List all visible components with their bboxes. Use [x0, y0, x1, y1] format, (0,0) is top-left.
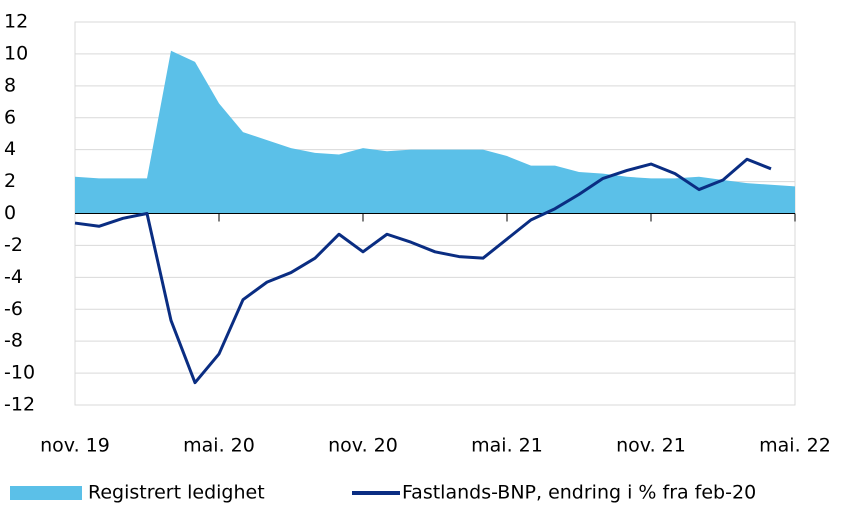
x-tick-label: nov. 21: [616, 435, 686, 457]
y-tick-label: -10: [4, 362, 35, 384]
y-tick-label: 4: [4, 138, 16, 160]
x-tick-label: nov. 20: [328, 435, 398, 457]
y-tick-label: 10: [4, 42, 28, 64]
x-tick-label: nov. 19: [40, 435, 110, 457]
y-tick-label: 12: [4, 11, 28, 33]
y-tick-label: 6: [4, 106, 16, 128]
y-tick-label: -4: [4, 266, 23, 288]
legend-swatch: [10, 486, 82, 500]
y-tick-label: 0: [4, 202, 16, 224]
x-tick-label: mai. 20: [183, 435, 255, 457]
line: [74, 157, 772, 385]
legend-label: Registrert ledighet: [88, 482, 265, 504]
area: [75, 50, 795, 214]
y-tick-label: -2: [4, 234, 23, 256]
x-tick-label: mai. 21: [471, 435, 543, 457]
y-tick-label: -12: [4, 394, 35, 416]
y-tick-label: -8: [4, 330, 23, 352]
y-tick-label: 2: [4, 170, 16, 192]
x-tick-label: mai. 22: [759, 435, 831, 457]
y-tick-label: -6: [4, 298, 23, 320]
y-tick-label: 8: [4, 74, 16, 96]
legend-label: Fastlands-BNP, endring i % fra feb-20: [402, 482, 756, 504]
